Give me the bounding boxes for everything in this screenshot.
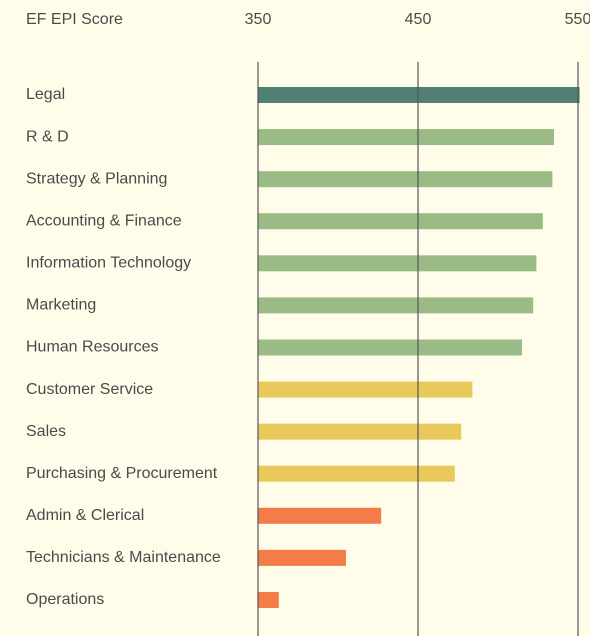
x-tick-label: 550 (565, 11, 590, 28)
x-tick-label: 450 (405, 11, 432, 28)
bar (258, 297, 534, 314)
bar (258, 213, 543, 230)
x-tick-label: 350 (245, 11, 272, 28)
bar (258, 507, 382, 524)
bar (258, 423, 462, 440)
category-label: Sales (26, 423, 66, 440)
category-label: R & D (26, 128, 69, 145)
bar (258, 171, 553, 188)
bar (258, 87, 580, 103)
category-label: Technicians & Maintenance (26, 549, 221, 566)
category-label: Legal (26, 86, 65, 103)
bar (258, 129, 554, 146)
category-label: Purchasing & Procurement (26, 465, 218, 482)
category-label: Accounting & Finance (26, 212, 182, 229)
bar (258, 465, 455, 482)
axis-title: EF EPI Score (26, 11, 123, 28)
bar (258, 381, 473, 398)
bar (258, 549, 346, 566)
bar (258, 255, 537, 272)
bar (258, 339, 522, 356)
bar (258, 591, 279, 608)
category-label: Information Technology (26, 255, 191, 272)
category-label: Strategy & Planning (26, 170, 167, 187)
category-label: Operations (26, 591, 104, 608)
category-label: Human Resources (26, 339, 159, 356)
category-label: Admin & Clerical (26, 507, 144, 524)
category-label: Customer Service (26, 381, 153, 398)
category-label: Marketing (26, 297, 96, 314)
